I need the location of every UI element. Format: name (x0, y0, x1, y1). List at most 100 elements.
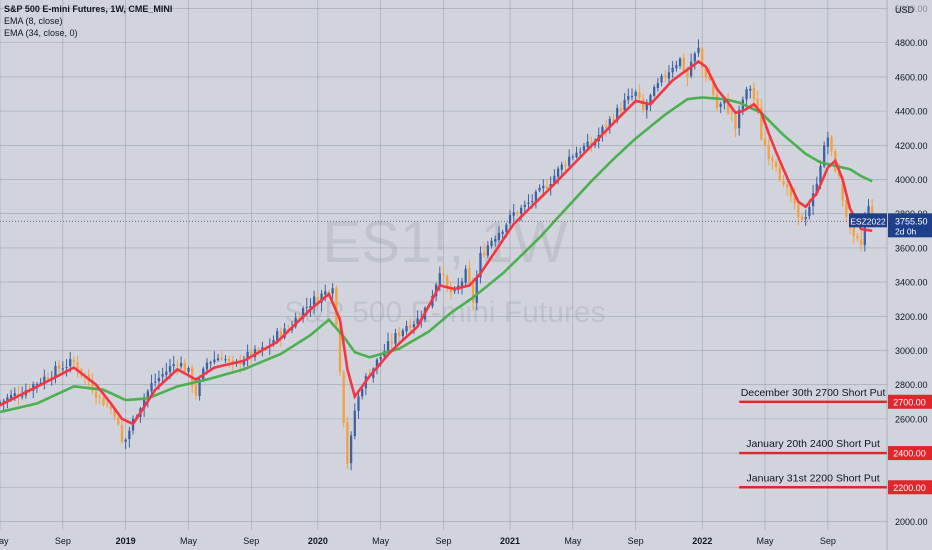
candle-body[interactable] (800, 216, 804, 220)
candle-body[interactable] (675, 65, 678, 69)
candle-body[interactable] (738, 109, 741, 129)
candle-body[interactable] (305, 306, 308, 308)
candle-body[interactable] (102, 397, 105, 406)
candle-body[interactable] (146, 391, 149, 400)
candle-body[interactable] (375, 359, 379, 370)
price-axis[interactable] (887, 0, 932, 550)
candle-body[interactable] (154, 381, 157, 383)
candle-body[interactable] (516, 212, 519, 215)
candle-body[interactable] (242, 359, 246, 365)
candle-body[interactable] (808, 206, 811, 217)
candle-body[interactable] (128, 430, 131, 440)
candle-body[interactable] (815, 183, 818, 193)
candle-body[interactable] (335, 287, 338, 325)
candle-body[interactable] (65, 367, 68, 369)
candle-body[interactable] (94, 391, 98, 398)
candle-body[interactable] (782, 181, 785, 185)
candle-body[interactable] (505, 224, 508, 232)
candle-body[interactable] (124, 439, 127, 442)
candle-body[interactable] (682, 57, 685, 71)
candle-body[interactable] (494, 238, 497, 242)
candle-body[interactable] (542, 185, 545, 189)
candle-body[interactable] (564, 165, 567, 167)
short-put-price-tag[interactable] (888, 446, 932, 461)
candle-body[interactable] (859, 239, 863, 245)
candle-body[interactable] (109, 405, 113, 409)
candle-body[interactable] (398, 332, 401, 337)
candle-body[interactable] (693, 53, 696, 62)
candle-body[interactable] (320, 293, 323, 303)
candle-body[interactable] (527, 202, 530, 205)
candle-body[interactable] (216, 358, 220, 361)
candle-body[interactable] (161, 373, 164, 377)
candle-body[interactable] (205, 362, 209, 370)
candle-body[interactable] (379, 356, 382, 360)
candle-body[interactable] (586, 141, 589, 147)
candle-body[interactable] (571, 156, 574, 158)
candle-body[interactable] (176, 364, 179, 366)
candle-body[interactable] (856, 235, 859, 239)
candle-body[interactable] (771, 157, 774, 162)
candle-body[interactable] (165, 371, 168, 375)
candle-body[interactable] (324, 291, 327, 295)
candle-body[interactable] (157, 377, 161, 382)
candle-body[interactable] (678, 58, 682, 66)
candle-body[interactable] (660, 75, 663, 83)
candle-body[interactable] (13, 393, 16, 396)
candle-body[interactable] (117, 417, 120, 425)
candle-body[interactable] (412, 324, 416, 328)
candle-body[interactable] (641, 98, 645, 110)
candle-body[interactable] (756, 98, 759, 108)
short-put-price-tag[interactable] (888, 394, 932, 409)
candle-body[interactable] (745, 89, 748, 100)
candle-body[interactable] (39, 382, 42, 384)
candle-body[interactable] (9, 395, 13, 399)
candle-body[interactable] (460, 281, 464, 287)
candle-body[interactable] (257, 349, 260, 352)
candle-body[interactable] (841, 176, 844, 201)
candle-body[interactable] (649, 95, 652, 104)
candle-body[interactable] (246, 351, 249, 360)
candle-body[interactable] (608, 119, 611, 127)
candle-body[interactable] (575, 152, 578, 158)
candle-body[interactable] (623, 99, 626, 111)
candle-body[interactable] (464, 268, 467, 283)
short-put-price-tag[interactable] (888, 480, 932, 495)
current-price-tag[interactable] (888, 213, 932, 238)
candle-body[interactable] (198, 379, 201, 396)
candle-body[interactable] (471, 283, 475, 303)
candle-body[interactable] (172, 364, 175, 367)
candle-body[interactable] (298, 317, 301, 319)
candle-body[interactable] (501, 231, 504, 234)
candle-body[interactable] (568, 156, 571, 166)
candle-body[interactable] (279, 331, 283, 338)
candle-body[interactable] (852, 226, 855, 237)
candle-body[interactable] (468, 267, 471, 284)
candle-body[interactable] (712, 80, 715, 95)
candle-body[interactable] (630, 96, 634, 98)
candle-body[interactable] (479, 253, 482, 278)
candle-body[interactable] (401, 330, 404, 336)
ema8-line[interactable] (0, 59, 873, 426)
candle-body[interactable] (61, 368, 64, 370)
candle-body[interactable] (686, 70, 689, 78)
candle-body[interactable] (863, 219, 866, 245)
candle-body[interactable] (582, 145, 586, 151)
candle-body[interactable] (98, 396, 101, 398)
candle-body[interactable] (446, 276, 449, 289)
candle-body[interactable] (723, 99, 726, 104)
candle-body[interactable] (667, 72, 671, 79)
candle-body[interactable] (187, 367, 190, 372)
candle-body[interactable] (224, 359, 227, 361)
candle-body[interactable] (409, 324, 412, 329)
candle-body[interactable] (213, 359, 216, 363)
candle-body[interactable] (531, 201, 534, 203)
candle-body[interactable] (579, 151, 582, 153)
candle-body[interactable] (453, 289, 456, 292)
candle-body[interactable] (113, 409, 116, 417)
candle-body[interactable] (227, 359, 231, 362)
candle-body[interactable] (763, 138, 767, 146)
indicator-ema8-label[interactable]: EMA (8, close) (4, 16, 63, 26)
candle-body[interactable] (183, 363, 186, 372)
